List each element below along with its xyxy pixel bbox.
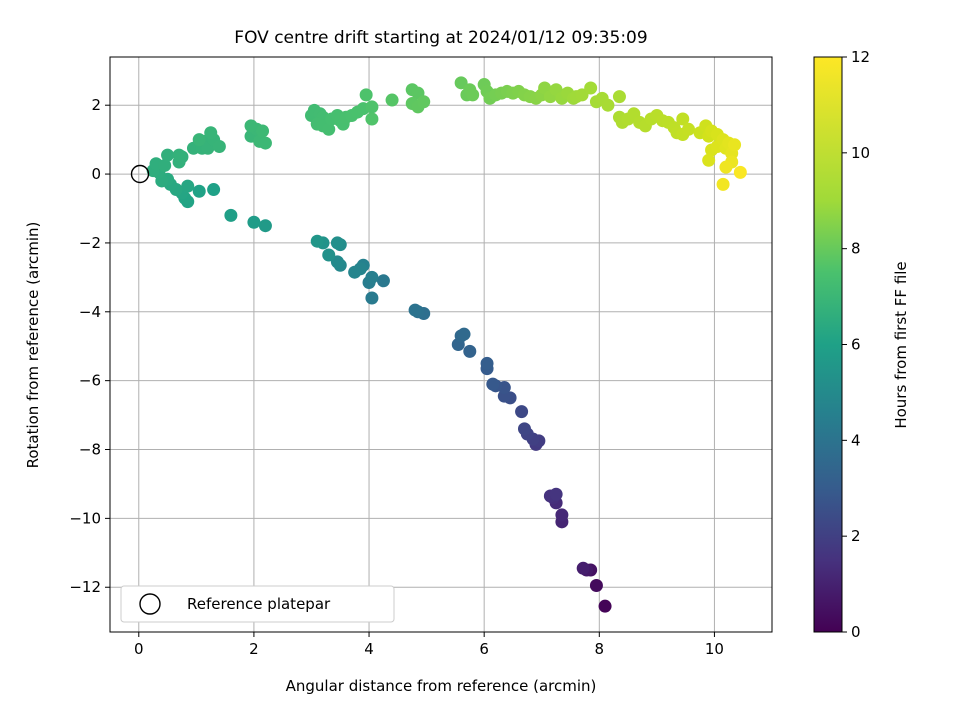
- x-tick-label: 8: [595, 640, 605, 658]
- scatter-point: [549, 487, 563, 501]
- scatter-point: [204, 126, 218, 140]
- legend-box: [120, 585, 395, 623]
- colorbar-label: Hours from first FF file: [892, 261, 910, 428]
- scatter-point: [601, 98, 615, 112]
- scatter-point: [612, 90, 626, 104]
- scatter-point: [480, 356, 494, 370]
- scatter-point: [385, 93, 399, 107]
- x-tick-label: 4: [364, 640, 374, 658]
- scatter-point: [181, 179, 195, 193]
- scatter-point: [365, 270, 379, 284]
- scatter-point: [682, 122, 696, 136]
- scatter-point: [702, 153, 716, 167]
- legend-label: Reference platepar: [187, 595, 331, 613]
- scatter-point: [457, 327, 471, 341]
- colorbar: 0 2 4 6 8 10 12 Hours from first FF file: [813, 48, 910, 641]
- scatter-point: [192, 133, 206, 147]
- legend: Reference platepar: [120, 585, 395, 623]
- scatter-point: [359, 88, 373, 102]
- scatter-point: [589, 579, 603, 593]
- legend-marker-icon: [139, 593, 161, 615]
- colorbar-tick-label: 8: [851, 240, 861, 258]
- scatter-point: [733, 165, 747, 179]
- scatter-point: [719, 160, 733, 174]
- scatter-point: [365, 112, 379, 126]
- scatter-point: [728, 138, 742, 152]
- chart-title: FOV centre drift starting at 2024/01/12 …: [234, 28, 647, 48]
- y-tick-label: −4: [79, 303, 101, 321]
- scatter-point: [322, 122, 336, 136]
- scatter-point: [310, 234, 324, 248]
- scatter-point: [517, 422, 531, 436]
- x-tick-label: 0: [134, 640, 144, 658]
- x-axis: 0 2 4 6 8 10: [134, 632, 724, 658]
- scatter-point: [598, 599, 612, 613]
- y-axis: 2 0 −2 −4 −6 −8 −10 −12: [69, 96, 110, 596]
- scatter-point: [555, 508, 569, 522]
- scatter-point: [258, 219, 272, 233]
- scatter-point: [247, 215, 261, 229]
- scatter-point: [365, 291, 379, 305]
- x-axis-label: Angular distance from reference (arcmin): [286, 677, 597, 695]
- scatter-point: [486, 377, 500, 391]
- scatter-point: [172, 148, 186, 162]
- y-tick-label: −2: [79, 234, 101, 252]
- scatter-point: [192, 184, 206, 198]
- scatter-point: [716, 177, 730, 191]
- x-tick-label: 2: [249, 640, 259, 658]
- scatter-point: [161, 148, 175, 162]
- scatter-point: [376, 274, 390, 288]
- colorbar-gradient: [813, 56, 843, 633]
- scatter-point: [207, 183, 221, 197]
- y-tick-label: −8: [79, 441, 101, 459]
- scatter-point: [466, 88, 480, 102]
- y-axis-label: Rotation from reference (arcmin): [24, 222, 42, 469]
- plot-frame: [109, 56, 773, 633]
- scatter-point: [408, 303, 422, 317]
- y-tick-label: 2: [91, 96, 101, 114]
- y-tick-label: −6: [79, 372, 101, 390]
- y-tick-label: −12: [69, 578, 101, 596]
- x-tick-label: 10: [705, 640, 724, 658]
- y-tick-label: 0: [91, 165, 101, 183]
- scatter-point: [576, 561, 590, 575]
- scatter-point: [224, 208, 238, 222]
- scatter-point: [256, 124, 270, 138]
- scatter-points: [146, 76, 747, 613]
- scatter-point: [330, 236, 344, 250]
- reference-platepar-marker: [130, 164, 150, 184]
- scatter-point: [258, 136, 272, 150]
- x-tick-label: 6: [479, 640, 489, 658]
- scatter-point: [348, 265, 362, 279]
- colorbar-tick-label: 10: [851, 144, 870, 162]
- scatter-point: [463, 344, 477, 358]
- scatter-point: [515, 405, 529, 419]
- scatter-point: [322, 248, 336, 262]
- scatter-point: [365, 100, 379, 114]
- colorbar-tick-label: 12: [851, 48, 870, 66]
- colorbar-tick-label: 2: [851, 527, 861, 545]
- colorbar-ticks: 0 2 4 6 8 10 12: [842, 48, 870, 641]
- scatter-point: [584, 81, 598, 95]
- scatter-point: [158, 158, 172, 172]
- scatter-point: [676, 112, 690, 126]
- scatter-point: [212, 140, 226, 154]
- scatter-point: [417, 95, 431, 109]
- colorbar-tick-label: 6: [851, 336, 861, 354]
- colorbar-tick-label: 4: [851, 431, 861, 449]
- scatter-point: [244, 119, 258, 133]
- colorbar-tick-label: 0: [851, 623, 861, 641]
- y-tick-label: −10: [69, 509, 101, 527]
